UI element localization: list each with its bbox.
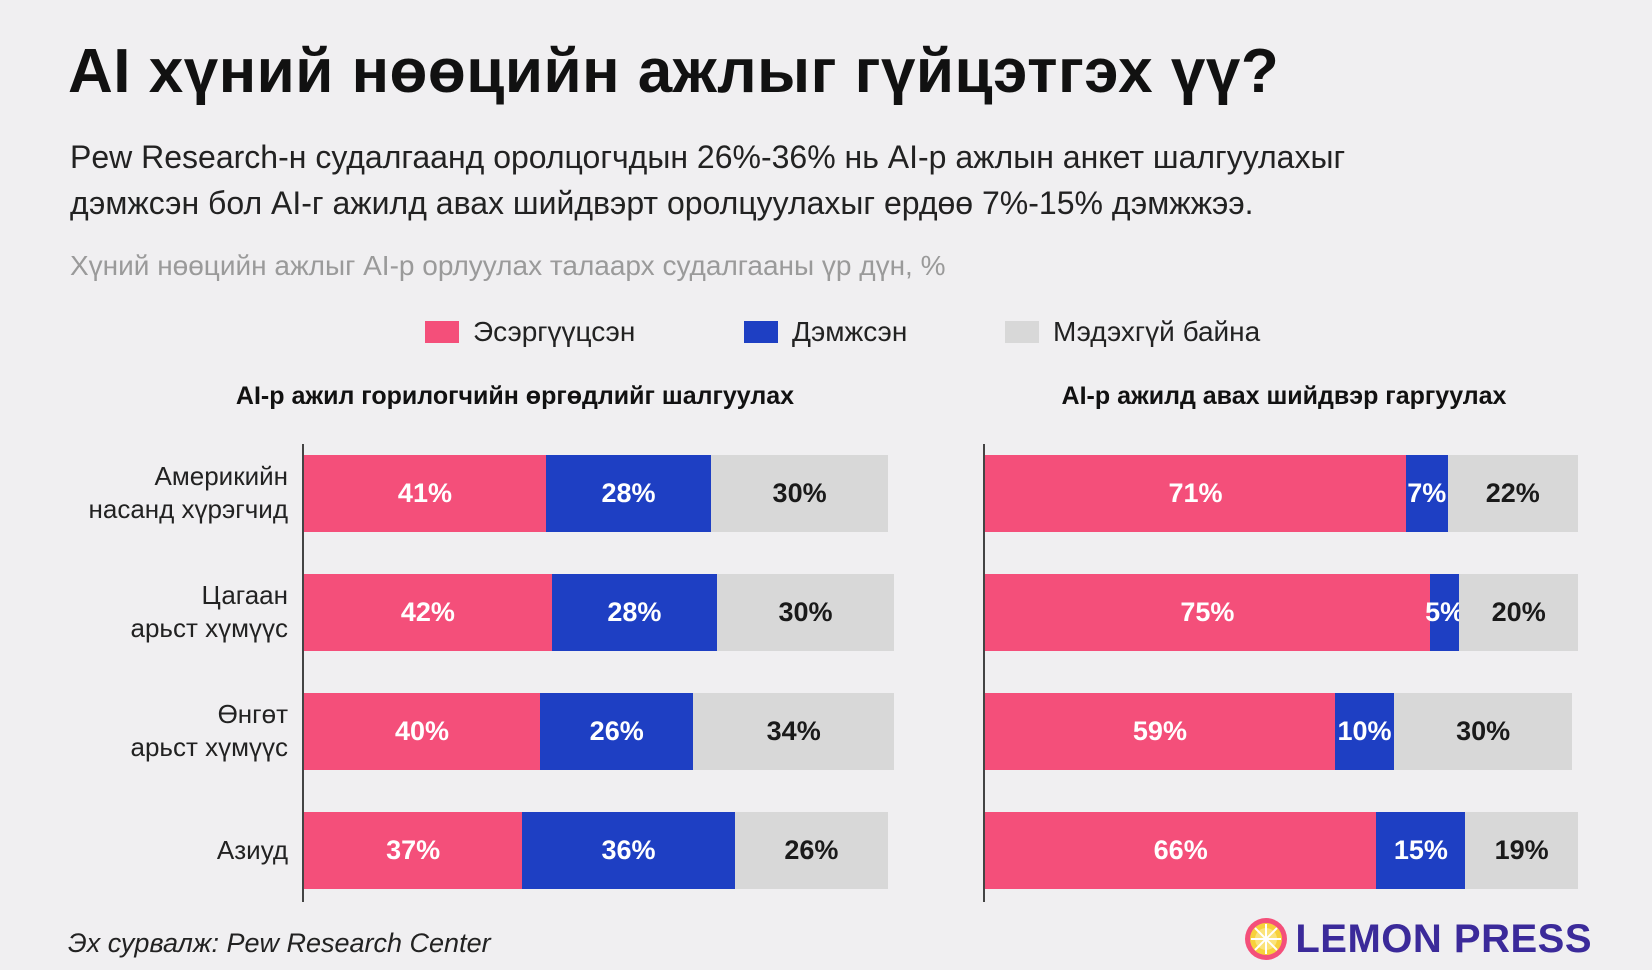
- legend-label: Дэмжсэн: [792, 316, 908, 347]
- bar-segment-unknown: 22%: [1447, 455, 1578, 532]
- bar-segment-opposed: 40%: [304, 693, 540, 770]
- left-axis-line: [302, 444, 304, 902]
- bar-segment-supported: 5%: [1425, 574, 1464, 651]
- data-label: 5%: [1425, 597, 1465, 627]
- bar-segment-unknown: 30%: [711, 455, 889, 532]
- legend-label: Эсэргүүцсэн: [473, 316, 636, 347]
- legend-item-unknown: Мэдэхгүй байна: [1005, 316, 1260, 348]
- data-label: 26%: [784, 835, 839, 865]
- bar-segment-opposed: 59%: [985, 693, 1335, 770]
- right-axis-line: [983, 444, 985, 902]
- data-label: 66%: [1153, 835, 1208, 865]
- bar-segment-unknown: 34%: [693, 693, 894, 770]
- stacked-bar: 71% 7% 22%: [985, 455, 1578, 532]
- row-label: Цагаан арьст хүмүүс: [40, 579, 288, 645]
- stacked-bar: 40% 26% 34%: [304, 693, 894, 770]
- stacked-bar: 42% 28% 30%: [304, 574, 894, 651]
- legend-swatch: [744, 321, 778, 343]
- bar-segment-unknown: 26%: [734, 812, 889, 889]
- row-label-line: насанд хүрэгчид: [88, 494, 288, 524]
- data-label: 30%: [1456, 716, 1511, 746]
- stacked-bar: 59% 10% 30%: [985, 693, 1573, 770]
- legend-item-supported: Дэмжсэн: [744, 316, 907, 348]
- subtitle-line: Pew Research-н судалгаанд оролцогчдын 26…: [70, 139, 1346, 175]
- right-panel-title: AI-р ажилд авах шийдвэр гаргуулах: [1061, 382, 1507, 410]
- data-label: 30%: [772, 478, 827, 508]
- bar-segment-supported: 26%: [540, 693, 694, 770]
- bar-segment-supported: 10%: [1334, 693, 1395, 770]
- row-label: Америкийн насанд хүрэгчид: [40, 460, 288, 526]
- row-label-line: Өнгөт: [217, 699, 288, 729]
- data-label: 34%: [766, 716, 821, 746]
- data-label: 40%: [394, 716, 450, 746]
- stacked-bar: 41% 28% 30%: [304, 455, 889, 532]
- bar-segment-unknown: 30%: [716, 574, 894, 651]
- legend-item-opposed: Эсэргүүцсэн: [425, 316, 635, 348]
- page-title: AI хүний нөөцийн ажлыг гүйцэтгэх үү?: [68, 37, 1280, 106]
- bar-segment-opposed: 71%: [985, 455, 1407, 532]
- bar-segment-supported: 28%: [551, 574, 717, 651]
- data-label: 28%: [607, 597, 662, 627]
- bar-segment-supported: 15%: [1376, 812, 1466, 889]
- data-label: 22%: [1485, 478, 1540, 508]
- brand-logo: LEMON PRESS: [1243, 916, 1592, 962]
- row-label-line: Америкийн: [154, 461, 288, 491]
- data-label: 37%: [386, 835, 441, 865]
- data-label: 10%: [1337, 716, 1392, 746]
- data-label: 15%: [1393, 835, 1448, 865]
- data-label: 42%: [400, 597, 455, 627]
- bar-segment-opposed: 37%: [304, 812, 523, 889]
- row-label-line: арьст хүмүүс: [130, 732, 288, 762]
- data-label: 59%: [1132, 716, 1187, 746]
- data-label: 75%: [1180, 597, 1235, 627]
- bar-segment-unknown: 19%: [1465, 812, 1578, 889]
- row-label-line: Азиуд: [216, 834, 288, 865]
- row-label: Азиуд: [40, 834, 288, 867]
- source-note: Эх сурвалж: Pew Research Center: [68, 928, 491, 958]
- row-label: Өнгөт арьст хүмүүс: [40, 698, 288, 764]
- bar-segment-opposed: 75%: [985, 574, 1430, 651]
- chart-note: Хүний нөөцийн ажлыг AI-р орлуулах талаар…: [70, 250, 946, 281]
- data-label: 7%: [1407, 478, 1447, 508]
- brand-name: LEMON PRESS: [1295, 916, 1592, 961]
- data-label: 36%: [601, 835, 656, 865]
- legend-label: Мэдэхгүй байна: [1053, 316, 1261, 347]
- data-label: 28%: [601, 478, 656, 508]
- row-label-line: Цагаан: [201, 580, 288, 610]
- data-label: 30%: [778, 597, 833, 627]
- data-label: 41%: [397, 478, 452, 508]
- bar-segment-opposed: 42%: [304, 574, 552, 651]
- row-label-line: арьст хүмүүс: [130, 613, 288, 643]
- lemon-icon: [1245, 918, 1288, 960]
- bar-segment-unknown: 20%: [1459, 574, 1578, 651]
- bar-segment-opposed: 41%: [304, 455, 546, 532]
- legend-swatch: [1005, 321, 1039, 343]
- data-label: 20%: [1491, 597, 1546, 627]
- bar-segment-supported: 36%: [522, 812, 735, 889]
- subtitle-line: дэмжсэн бол AI-г ажилд авах шийдвэрт оро…: [70, 185, 1254, 221]
- data-label: 19%: [1494, 835, 1549, 865]
- legend-swatch: [425, 321, 459, 343]
- left-panel-title: AI-р ажил горилогчийн өргөдлийг шалгуула…: [235, 382, 795, 410]
- bar-segment-supported: 28%: [545, 455, 712, 532]
- legend: Эсэргүүцсэн Дэмжсэн Мэдэхгүй байна: [0, 316, 1652, 356]
- stacked-bar: 66% 15% 19%: [985, 812, 1578, 889]
- bar-segment-supported: 7%: [1406, 455, 1448, 532]
- stacked-bar: 37% 36% 26%: [304, 812, 889, 889]
- bar-segment-opposed: 66%: [985, 812, 1377, 889]
- bar-segment-unknown: 30%: [1394, 693, 1573, 770]
- data-label: 26%: [589, 716, 644, 746]
- subtitle: Pew Research-н судалгаанд оролцогчдын 26…: [70, 134, 1590, 226]
- stacked-bar: 75% 5% 20%: [985, 574, 1578, 651]
- data-label: 71%: [1168, 478, 1223, 508]
